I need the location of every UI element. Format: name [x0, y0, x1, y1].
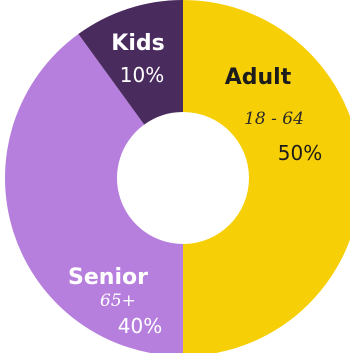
slice-label-adult: Adult: [225, 65, 292, 90]
slice-value-kids: 10%: [120, 63, 164, 87]
donut-slice-adult: [183, 0, 350, 353]
slice-value-senior: 40%: [118, 314, 162, 338]
donut-slices: [5, 0, 350, 353]
slice-sublabel-adult: 18 - 64: [244, 109, 304, 129]
slice-sublabel-senior: 65+: [100, 291, 136, 311]
slice-label-kids: Kids: [111, 31, 164, 56]
donut-slice-kids: [78, 0, 183, 125]
donut-slice-senior: [5, 33, 183, 353]
slice-label-senior: Senior: [68, 265, 148, 290]
slice-value-adult: 50%: [278, 141, 322, 165]
